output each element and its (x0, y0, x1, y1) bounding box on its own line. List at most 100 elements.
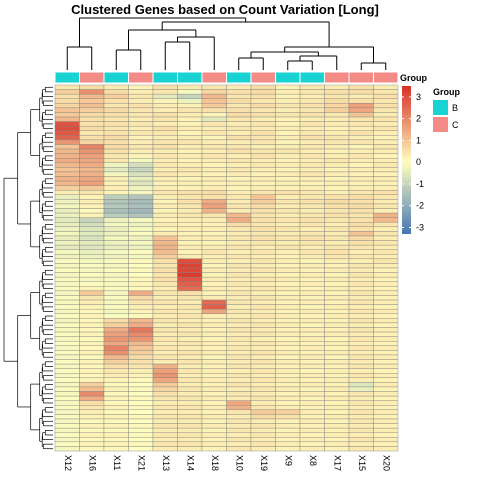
heatmap-cell (299, 395, 325, 401)
heatmap-cell (275, 139, 301, 145)
heatmap-cell (103, 286, 129, 292)
heatmap-cell (79, 212, 105, 218)
heatmap-cell (348, 345, 374, 351)
heatmap-cell (226, 446, 252, 452)
heatmap-cell (226, 157, 252, 163)
heatmap-cell (226, 295, 252, 301)
heatmap-cell (226, 286, 252, 292)
heatmap-cell (348, 254, 374, 260)
heatmap-cell (103, 432, 129, 438)
heatmap-cell (348, 180, 374, 186)
heatmap-cell (54, 327, 80, 333)
heatmap-cell (299, 437, 325, 443)
heatmap-cell (103, 272, 129, 278)
heatmap-cell (79, 276, 105, 282)
heatmap-cell (348, 423, 374, 429)
heatmap-cell (275, 130, 301, 136)
heatmap-cell (79, 267, 105, 273)
heatmap-cell (103, 299, 129, 305)
heatmap-cell (103, 130, 129, 136)
heatmap-cell (275, 171, 301, 177)
heatmap-cell (373, 359, 399, 365)
heatmap-cell (103, 93, 129, 99)
heatmap-cell (373, 395, 399, 401)
heatmap-cell (201, 373, 227, 379)
heatmap-cell (348, 194, 374, 200)
heatmap-cell (54, 244, 80, 250)
heatmap-cell (152, 222, 178, 228)
heatmap-cell (128, 441, 154, 447)
heatmap-cell (79, 167, 105, 173)
heatmap-cell (201, 405, 227, 411)
heatmap-cell (177, 203, 203, 209)
heatmap-cell (226, 427, 252, 433)
heatmap-cell (128, 144, 154, 150)
heatmap-cell (177, 107, 203, 113)
heatmap-cell (54, 437, 80, 443)
heatmap-cell (348, 373, 374, 379)
heatmap-cell (152, 308, 178, 314)
heatmap-cell (226, 103, 252, 109)
heatmap-cell (103, 446, 129, 452)
heatmap-cell (348, 112, 374, 118)
heatmap-cell (103, 194, 129, 200)
heatmap-cell (348, 89, 374, 95)
heatmap-cell (177, 89, 203, 95)
heatmap-cell (152, 276, 178, 282)
heatmap-cell (79, 190, 105, 196)
heatmap-cell (128, 208, 154, 214)
heatmap-cell (226, 263, 252, 269)
heatmap-cell (373, 222, 399, 228)
heatmap-cell (152, 290, 178, 296)
heatmap-cell (299, 107, 325, 113)
heatmap-cell (128, 226, 154, 232)
color-scale-label: -3 (416, 222, 424, 232)
heatmap-cell (201, 414, 227, 420)
heatmap-cell (275, 235, 301, 241)
heatmap-cell (324, 327, 350, 333)
heatmap-cell (299, 130, 325, 136)
heatmap-cell (128, 377, 154, 383)
heatmap-cell (201, 368, 227, 374)
column-label: X17 (332, 455, 342, 471)
heatmap-cell (299, 391, 325, 397)
heatmap-cell (128, 299, 154, 305)
heatmap-cell (299, 267, 325, 273)
heatmap-cell (79, 103, 105, 109)
heatmap-cell (250, 144, 276, 150)
heatmap-cell (324, 395, 350, 401)
heatmap-cell (250, 350, 276, 356)
heatmap-cell (103, 185, 129, 191)
chart-title: Clustered Genes based on Count Variation… (71, 2, 379, 17)
heatmap-cell (201, 304, 227, 310)
column-label: X13 (161, 455, 171, 471)
heatmap-cell (201, 254, 227, 260)
heatmap-cell (324, 226, 350, 232)
heatmap-cell (177, 363, 203, 369)
heatmap-cell (201, 139, 227, 145)
heatmap-cell (348, 267, 374, 273)
heatmap-cell (373, 368, 399, 374)
heatmap-cell (373, 167, 399, 173)
heatmap-cell (226, 148, 252, 154)
heatmap-cell (201, 125, 227, 131)
heatmap-cell (152, 258, 178, 264)
heatmap-cell (226, 258, 252, 264)
heatmap-cell (54, 144, 80, 150)
group-legend-swatch (433, 100, 448, 115)
heatmap-cell (226, 363, 252, 369)
heatmap-cell (201, 130, 227, 136)
heatmap-cell (299, 93, 325, 99)
heatmap-cell (226, 414, 252, 420)
heatmap-cell (177, 125, 203, 131)
heatmap-cell (128, 93, 154, 99)
heatmap-cell (128, 167, 154, 173)
heatmap-cell (226, 395, 252, 401)
heatmap-cell (103, 322, 129, 328)
heatmap-cell (275, 377, 301, 383)
heatmap-cell (299, 249, 325, 255)
heatmap-cell (152, 244, 178, 250)
heatmap-cell (54, 386, 80, 392)
heatmap-cell (103, 240, 129, 246)
heatmap-cell (54, 203, 80, 209)
